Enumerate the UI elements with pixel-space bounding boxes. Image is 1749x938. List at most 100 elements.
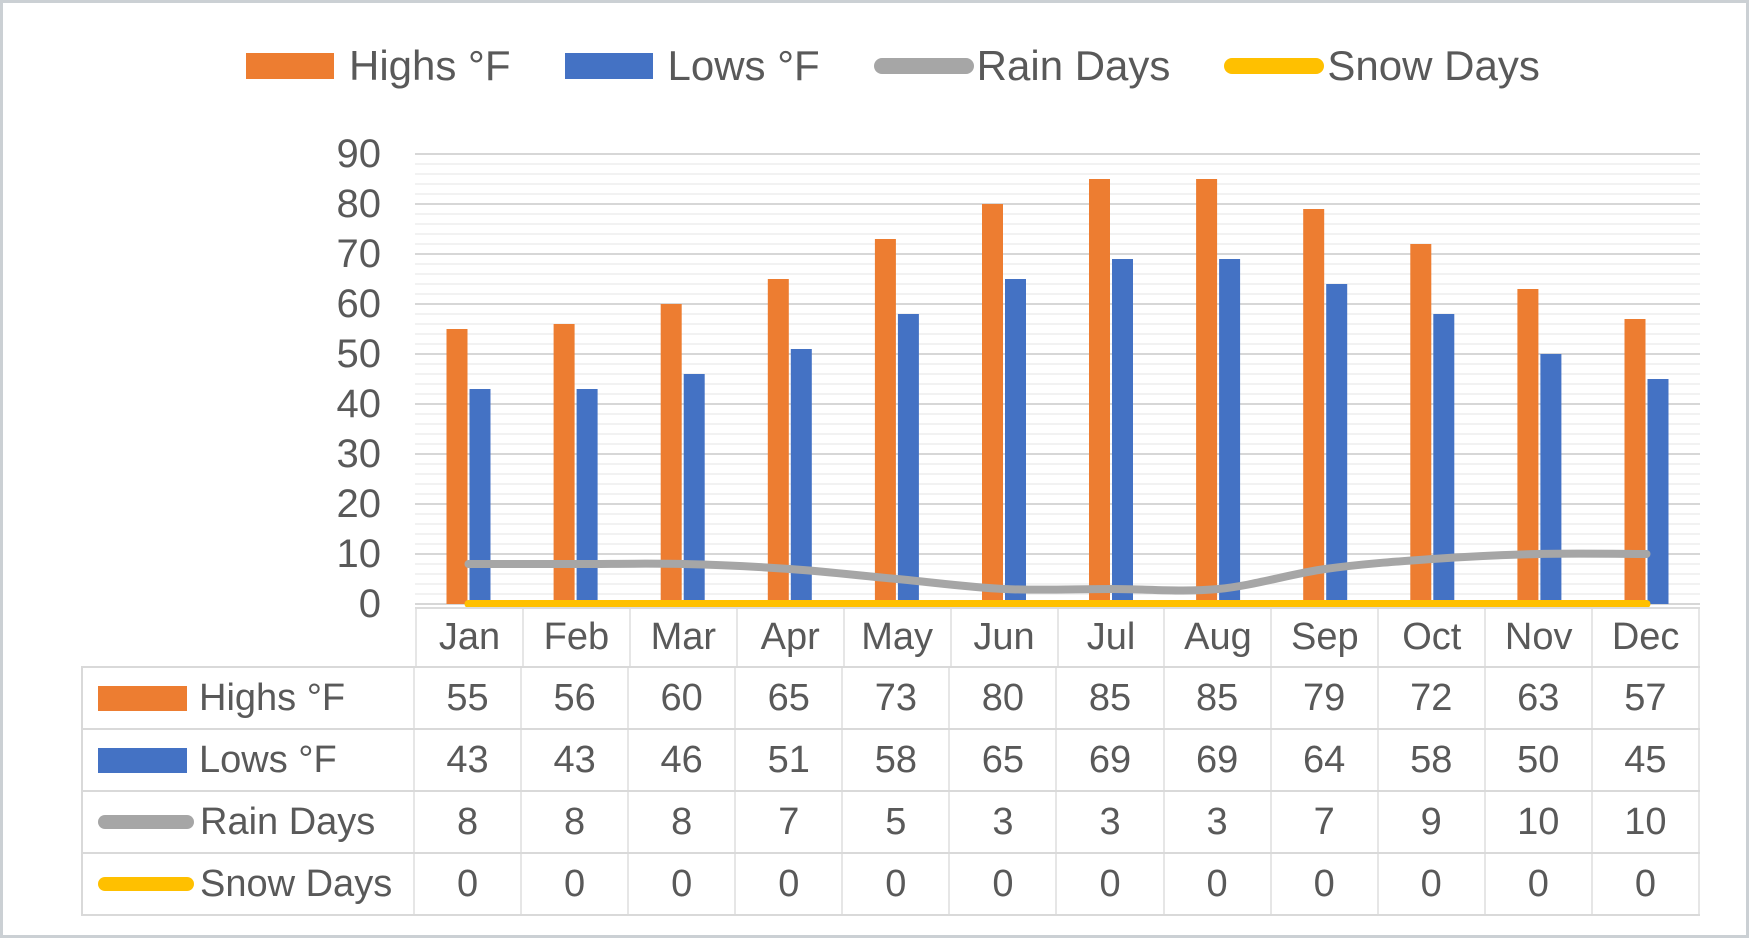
- table-row-snow-days: Snow Days 0 0 0 0 0 0 0 0 0 0 0 0: [81, 852, 1700, 914]
- month-header-feb: Feb: [524, 609, 631, 666]
- bar-lows-f-mar: [683, 374, 705, 604]
- legend-item-lows: Lows °F: [564, 45, 820, 87]
- cell-snow-days-jul: 0: [1057, 854, 1165, 914]
- row-header-highs-f: Highs °F: [81, 668, 415, 728]
- cell-highs-f-oct: 72: [1379, 668, 1486, 728]
- bar-highs-f-jul: [1089, 179, 1110, 604]
- cell-lows-f-jun: 65: [950, 730, 1058, 790]
- cell-highs-f-dec: 57: [1593, 668, 1700, 728]
- y-axis-label-0: 0: [358, 582, 381, 626]
- legend-item-rain: Rain Days: [873, 42, 1171, 89]
- cell-rain-days-oct: 9: [1379, 792, 1486, 852]
- cell-lows-f-feb: 43: [522, 730, 630, 790]
- y-axis-label-70: 70: [336, 232, 382, 276]
- row-header-rain-days: Rain Days: [81, 792, 415, 852]
- cell-rain-days-apr: 7: [736, 792, 844, 852]
- y-axis-label-20: 20: [336, 482, 382, 526]
- row-label: Highs °F: [199, 676, 346, 719]
- cell-lows-f-jul: 69: [1057, 730, 1165, 790]
- month-header-jul: Jul: [1059, 609, 1166, 666]
- bar-highs-f-apr: [767, 279, 789, 604]
- cell-highs-f-feb: 56: [522, 668, 630, 728]
- cell-snow-days-aug: 0: [1165, 854, 1272, 914]
- cell-highs-f-apr: 65: [736, 668, 844, 728]
- month-header-may: May: [845, 609, 952, 666]
- legend-item-label: Rain Days: [976, 42, 1171, 89]
- plot-area: [415, 153, 1700, 608]
- y-axis-label-60: 60: [336, 282, 382, 326]
- legend-item-snow: Snow Days: [1224, 45, 1540, 87]
- table-row-highs-f: Highs °F 55 56 60 65 73 80 85 85 79 72 63 57: [81, 666, 1700, 728]
- cell-highs-f-mar: 60: [629, 668, 737, 728]
- cell-rain-days-jan: 8: [415, 792, 523, 852]
- month-header-nov: Nov: [1486, 609, 1594, 666]
- bar-lows-f-dec: [1647, 379, 1669, 604]
- cell-lows-f-sep: 64: [1272, 730, 1379, 790]
- y-axis-label-90: 90: [336, 132, 382, 176]
- bar-highs-f-aug: [1196, 179, 1218, 604]
- y-axis-label-30: 30: [336, 432, 382, 476]
- row-label: Snow Days: [200, 862, 393, 905]
- cell-lows-f-mar: 46: [629, 730, 737, 790]
- cell-lows-f-oct: 58: [1379, 730, 1486, 790]
- cell-lows-f-apr: 51: [736, 730, 844, 790]
- cell-snow-days-mar: 0: [629, 854, 737, 914]
- y-axis-label-10: 10: [336, 532, 382, 576]
- legend-item-label: Highs °F: [349, 42, 511, 89]
- bar-highs-f-oct: [1410, 244, 1432, 604]
- cell-highs-f-jul: 85: [1057, 668, 1165, 728]
- cell-lows-f-dec: 45: [1593, 730, 1700, 790]
- bar-lows-f-sep: [1326, 284, 1348, 604]
- cell-lows-f-jan: 43: [415, 730, 523, 790]
- cell-lows-f-may: 58: [843, 730, 951, 790]
- bar-lows-f-may: [897, 314, 919, 604]
- bar-lows-f-jun: [1005, 279, 1026, 604]
- cell-highs-f-nov: 63: [1486, 668, 1593, 728]
- lows-legend-key-icon: [564, 53, 653, 79]
- legend-item-highs: Highs °F: [246, 45, 511, 87]
- row-label: Rain Days: [200, 800, 376, 843]
- table-row-lows-f: Lows °F 43 43 46 51 58 65 69 69 64 58 50 45: [81, 728, 1700, 790]
- bar-highs-f-jun: [982, 204, 1003, 604]
- cell-rain-days-sep: 7: [1272, 792, 1379, 852]
- bar-highs-f-dec: [1624, 319, 1646, 604]
- month-header-apr: Apr: [738, 609, 845, 666]
- bar-lows-f-jan: [469, 389, 491, 604]
- cell-snow-days-oct: 0: [1379, 854, 1486, 914]
- month-header-jan: Jan: [415, 609, 524, 666]
- y-axis-label-50: 50: [336, 332, 382, 376]
- cell-rain-days-aug: 3: [1165, 792, 1272, 852]
- cell-rain-days-may: 5: [843, 792, 951, 852]
- month-header-row: Jan Feb Mar Apr May Jun Jul Aug Sep Oct Nov Dec: [415, 607, 1701, 666]
- chart-data-table: Highs °F 55 56 60 65 73 80 85 85 79 72 63 57 Lows °F 4…: [81, 666, 1700, 916]
- y-axis-label-40: 40: [336, 382, 382, 426]
- cell-snow-days-dec: 0: [1593, 854, 1700, 914]
- bar-highs-f-jan: [446, 329, 468, 604]
- cell-lows-f-nov: 50: [1486, 730, 1593, 790]
- cell-snow-days-apr: 0: [736, 854, 844, 914]
- bar-lows-f-aug: [1219, 259, 1241, 604]
- cell-highs-f-jan: 55: [415, 668, 523, 728]
- bar-highs-f-nov: [1517, 289, 1539, 604]
- table-row-rain-days: Rain Days 8 8 8 7 5 3 3 3 7 9 10 10: [81, 790, 1700, 852]
- cell-lows-f-aug: 69: [1165, 730, 1272, 790]
- bar-highs-f-may: [874, 239, 896, 604]
- highs-f-table-key-icon: [98, 685, 187, 711]
- month-header-sep: Sep: [1272, 609, 1380, 666]
- bar-lows-f-oct: [1433, 314, 1455, 604]
- cell-highs-f-sep: 79: [1272, 668, 1379, 728]
- cell-rain-days-dec: 10: [1593, 792, 1700, 852]
- bar-lows-f-feb: [576, 389, 598, 604]
- cell-snow-days-feb: 0: [522, 854, 630, 914]
- snow-days-table-key-icon: [98, 877, 194, 891]
- bar-highs-f-feb: [553, 324, 575, 604]
- rain-days-table-key-icon: [98, 815, 194, 829]
- cell-snow-days-nov: 0: [1486, 854, 1593, 914]
- lows-f-table-key-icon: [98, 747, 187, 773]
- cell-snow-days-jan: 0: [415, 854, 523, 914]
- month-header-oct: Oct: [1379, 609, 1487, 666]
- rain-days-line: [464, 549, 1651, 595]
- cell-snow-days-jun: 0: [950, 854, 1058, 914]
- row-header-snow-days: Snow Days: [81, 854, 415, 914]
- cell-rain-days-feb: 8: [522, 792, 630, 852]
